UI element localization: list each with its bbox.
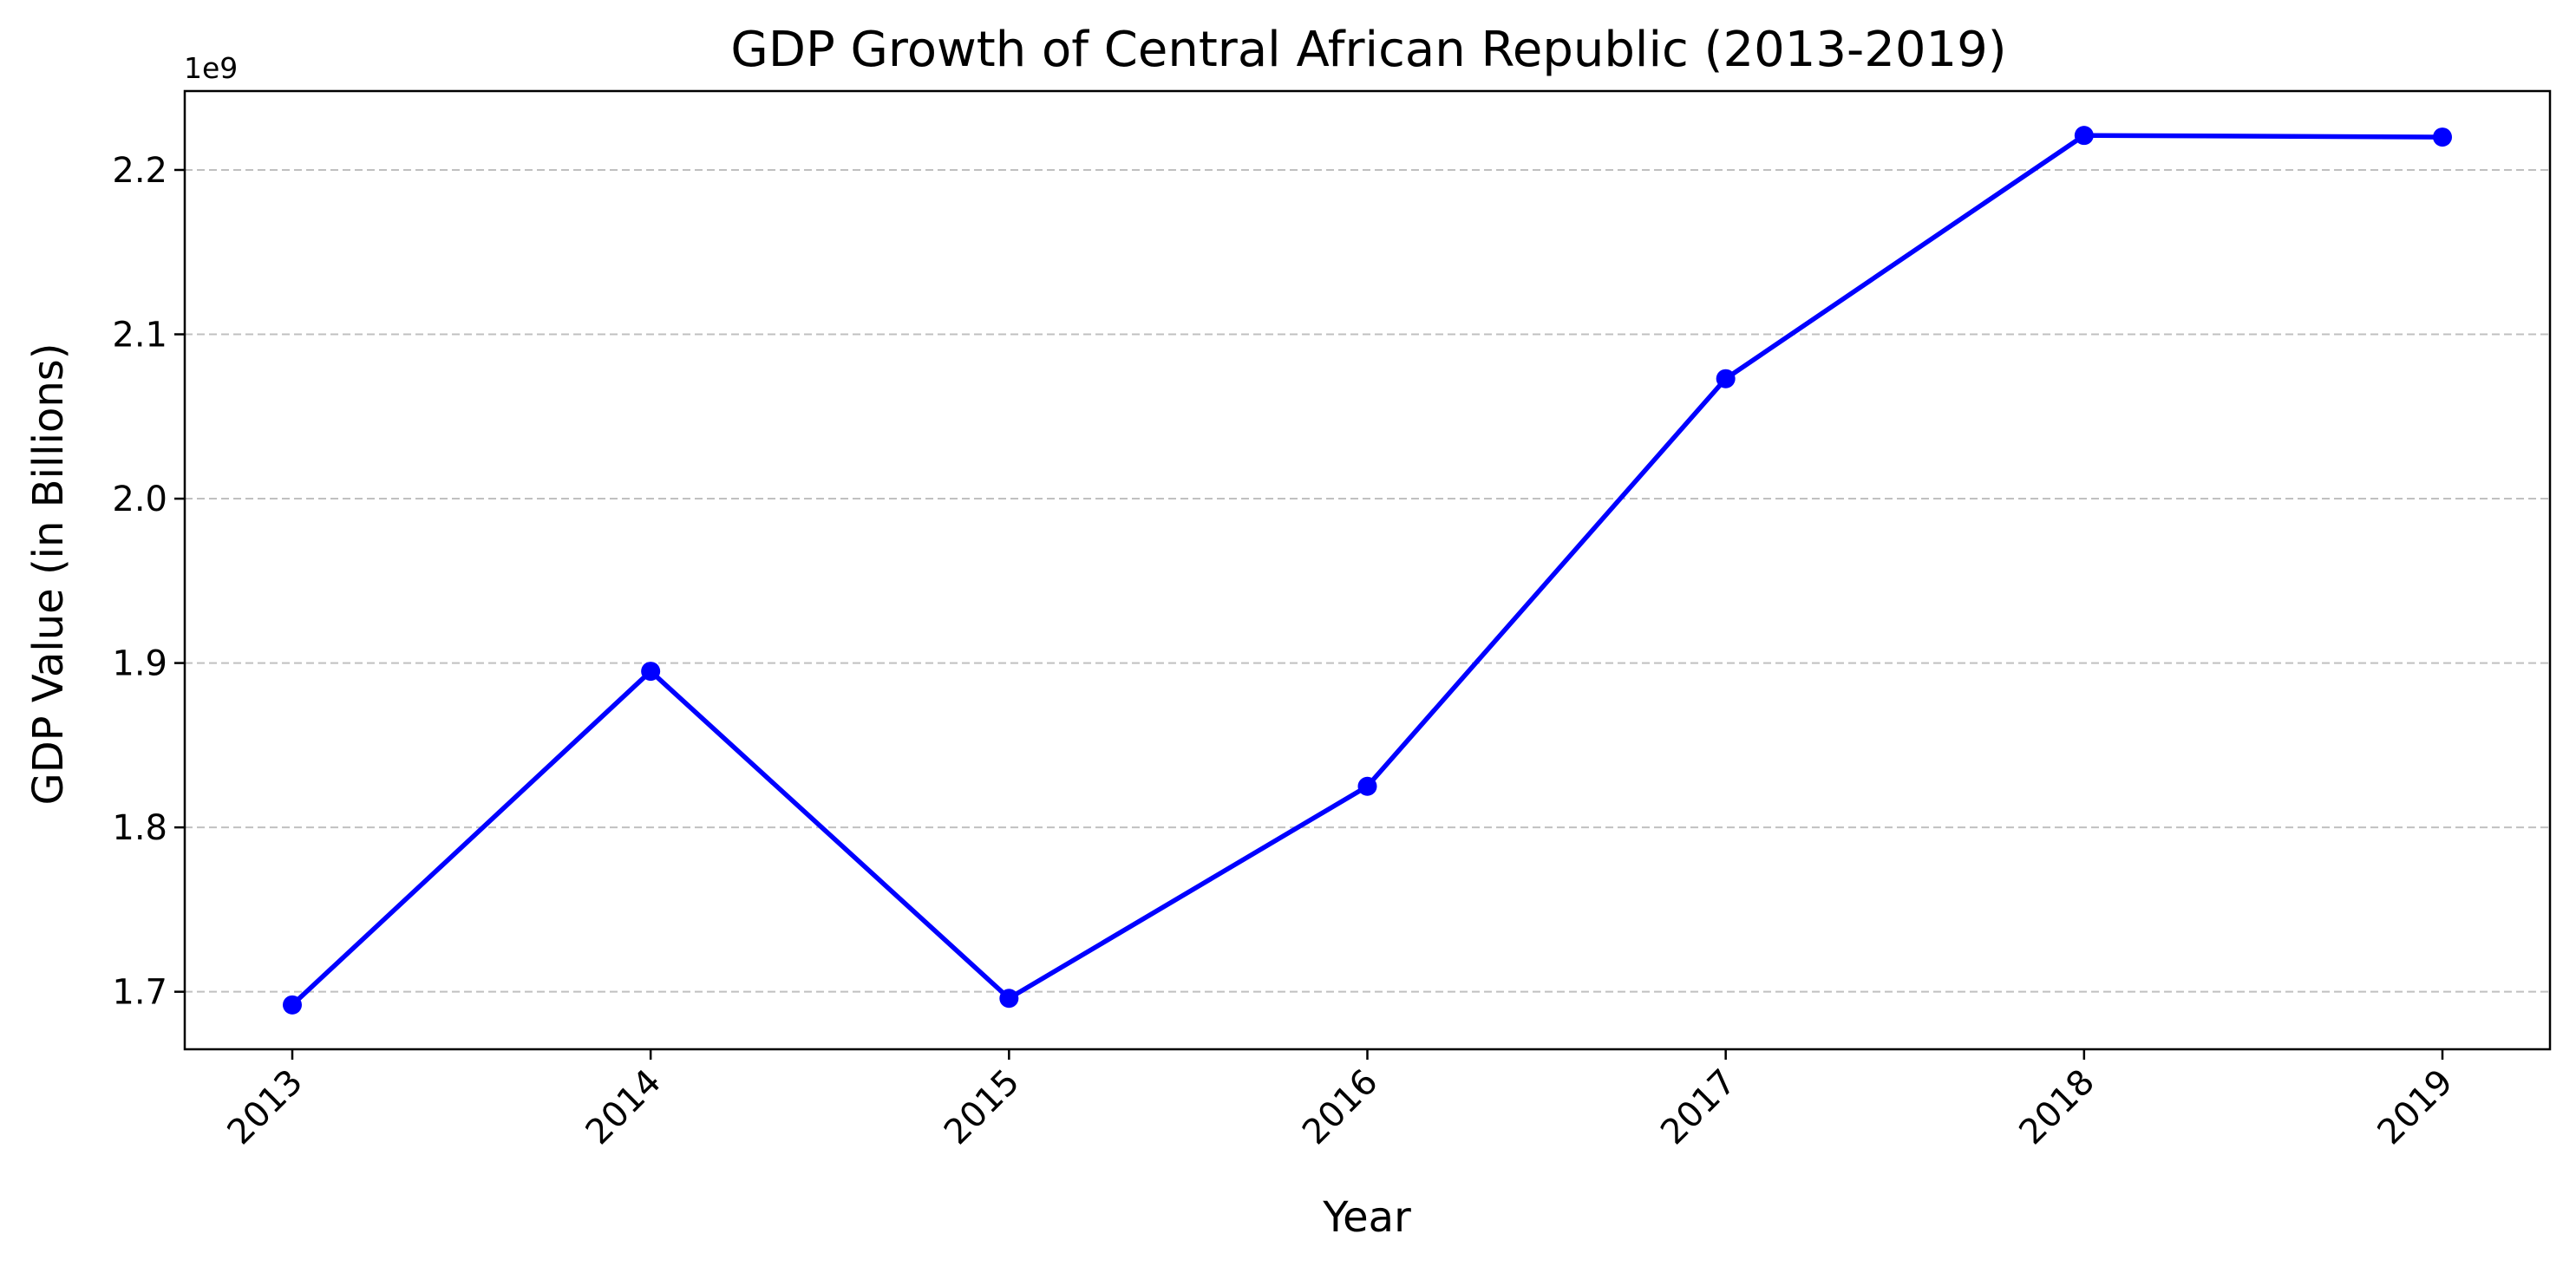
data-point (1716, 369, 1736, 388)
grid-lines (185, 168, 2550, 993)
x-tick-label: 2017 (1653, 1062, 1744, 1153)
y-axis-label: GDP Value (in Billions) (24, 343, 73, 806)
y-tick-label: 1.7 (112, 973, 167, 1013)
data-point (641, 662, 661, 682)
x-tick-label: 2019 (2370, 1062, 2462, 1153)
data-series (291, 133, 2443, 1007)
data-point (1357, 776, 1377, 796)
data-point (283, 995, 302, 1015)
y-axis-ticks: 1.7 1.8 1.9 2.0 2.1 2.2 (112, 151, 185, 1013)
data-point (2433, 127, 2452, 147)
data-point (999, 989, 1019, 1009)
y-tick-label: 2.1 (112, 316, 167, 356)
y-tick-label: 2.2 (112, 151, 167, 191)
data-point (2074, 126, 2094, 146)
y-tick-label: 2.0 (112, 480, 167, 519)
x-tick-label: 2014 (579, 1062, 670, 1153)
x-axis-label: Year (1322, 1193, 1411, 1242)
y-axis-offset-label: 1e9 (184, 51, 238, 85)
data-points (283, 126, 2452, 1015)
plot-frame (183, 89, 2552, 1051)
x-tick-label: 2013 (220, 1062, 311, 1153)
y-tick-label: 1.9 (112, 644, 167, 684)
x-tick-label: 2015 (937, 1062, 1028, 1153)
chart-title: GDP Growth of Central African Republic (… (730, 22, 2006, 78)
x-tick-label: 2016 (1295, 1062, 1386, 1153)
y-tick-label: 1.8 (112, 808, 167, 848)
x-axis-ticks: 2013 2014 2015 2016 2017 2018 2019 (220, 1049, 2462, 1153)
x-tick-label: 2018 (2011, 1062, 2102, 1153)
series-line (291, 133, 2443, 1007)
